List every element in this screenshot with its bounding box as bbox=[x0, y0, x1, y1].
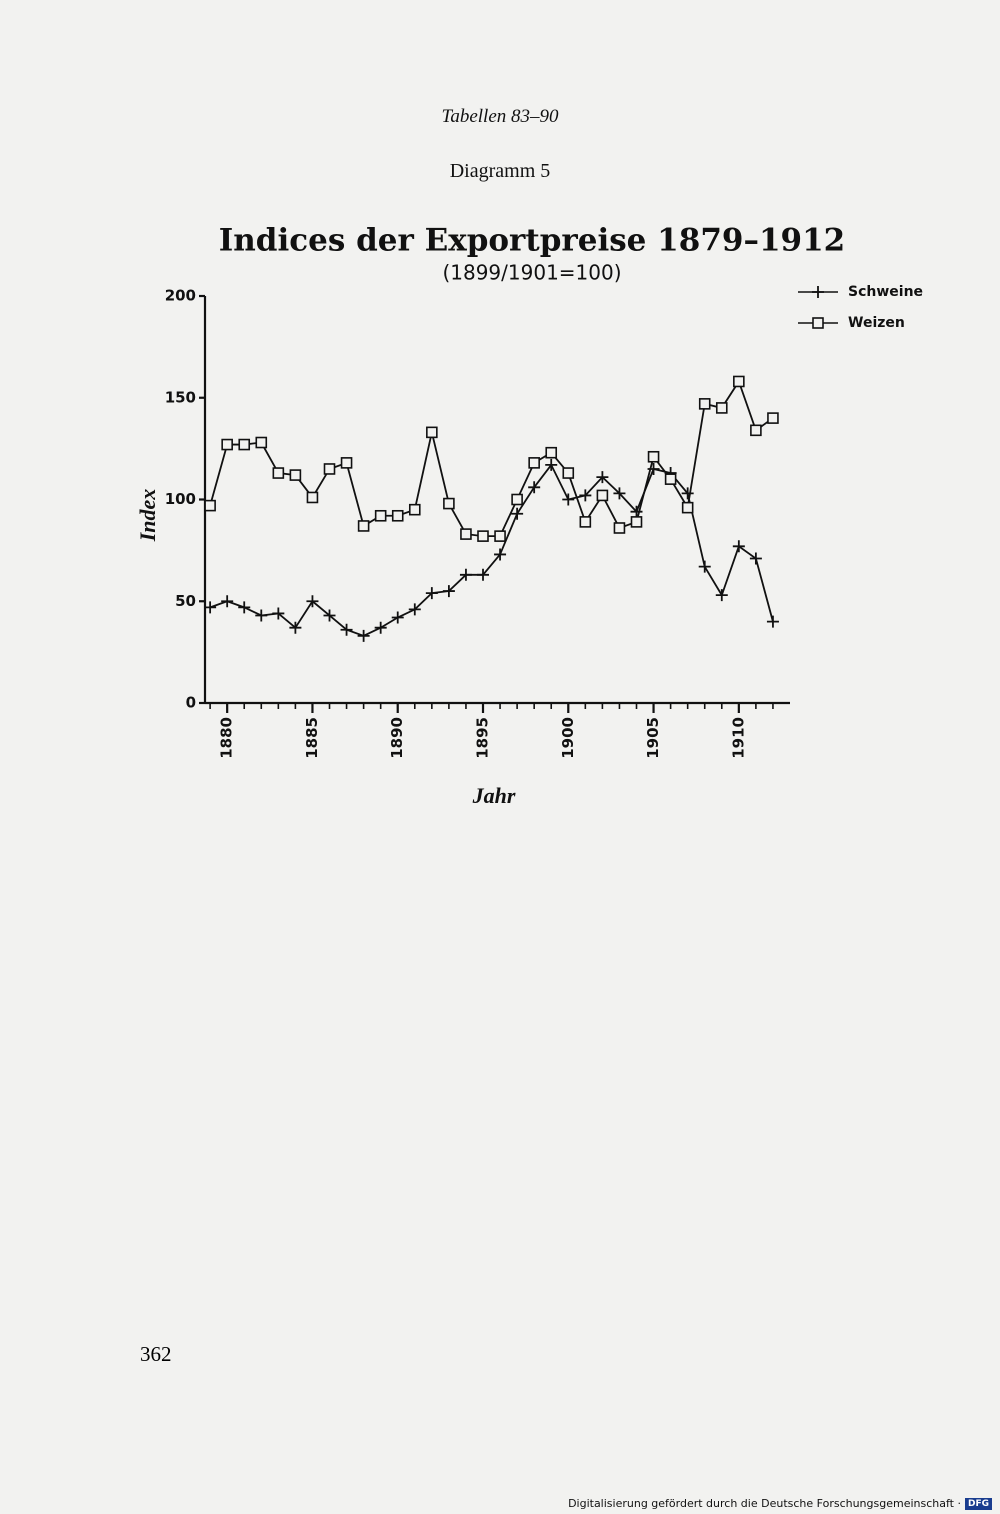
data-point bbox=[511, 507, 524, 520]
y-tick-label: 200 bbox=[165, 287, 196, 305]
data-point bbox=[204, 601, 217, 614]
x-tick-label: 1895 bbox=[474, 717, 492, 759]
data-point bbox=[306, 491, 319, 504]
x-tick-label: 1890 bbox=[388, 717, 406, 759]
chart: Indices der Exportpreise 1879–1912 (1899… bbox=[135, 223, 923, 809]
data-point bbox=[426, 426, 438, 439]
data-point bbox=[613, 522, 626, 534]
data-point bbox=[460, 528, 472, 540]
y-tick-label: 0 bbox=[186, 694, 196, 712]
data-point bbox=[443, 497, 455, 510]
data-point bbox=[562, 467, 575, 479]
data-point bbox=[323, 609, 336, 622]
data-point bbox=[681, 501, 694, 514]
x-tick-label: 1880 bbox=[218, 717, 236, 759]
y-tick-label: 100 bbox=[165, 490, 196, 508]
data-point bbox=[630, 516, 643, 528]
legend-label: Weizen bbox=[848, 315, 905, 331]
data-point bbox=[750, 424, 762, 437]
data-point bbox=[647, 450, 660, 463]
data-point bbox=[767, 412, 779, 424]
data-point bbox=[630, 505, 643, 518]
data-point bbox=[596, 489, 609, 502]
data-point bbox=[579, 516, 592, 528]
chart-title: Indices der Exportpreise 1879–1912 bbox=[219, 223, 846, 259]
data-point bbox=[289, 469, 302, 481]
data-point bbox=[715, 589, 728, 602]
series-line bbox=[209, 379, 774, 538]
data-point bbox=[238, 438, 251, 451]
data-point bbox=[374, 509, 387, 522]
y-axis-label: Index bbox=[135, 489, 160, 543]
data-point bbox=[732, 540, 745, 553]
data-point bbox=[715, 402, 728, 414]
data-point bbox=[425, 587, 438, 600]
data-point bbox=[562, 493, 575, 506]
data-point bbox=[323, 463, 336, 475]
data-point bbox=[528, 457, 540, 469]
data-point bbox=[391, 611, 404, 624]
data-point bbox=[255, 436, 268, 449]
data-point bbox=[272, 467, 285, 479]
data-point bbox=[238, 601, 251, 614]
data-point bbox=[340, 623, 353, 636]
page-number: 362 bbox=[140, 1342, 172, 1366]
data-point bbox=[477, 568, 490, 581]
data-point bbox=[408, 503, 421, 516]
data-point bbox=[596, 471, 609, 484]
data-point bbox=[221, 438, 233, 451]
data-point bbox=[681, 487, 694, 500]
data-point bbox=[511, 493, 523, 506]
data-point bbox=[391, 509, 404, 522]
legend-marker bbox=[812, 286, 824, 298]
x-tick-label: 1905 bbox=[644, 717, 662, 759]
data-point bbox=[733, 375, 745, 388]
data-point bbox=[545, 446, 558, 459]
data-point bbox=[528, 481, 541, 494]
data-point bbox=[494, 530, 506, 542]
data-point bbox=[340, 457, 353, 469]
legend-label: Schweine bbox=[848, 284, 923, 300]
data-point bbox=[306, 595, 319, 608]
data-point bbox=[459, 568, 472, 581]
data-point bbox=[221, 595, 234, 608]
x-axis-label: Jahr bbox=[472, 783, 516, 808]
x-tick-label: 1900 bbox=[559, 717, 577, 759]
data-point bbox=[204, 499, 216, 512]
data-point bbox=[579, 489, 592, 502]
data-point bbox=[698, 398, 711, 410]
data-point bbox=[613, 487, 626, 500]
data-point bbox=[749, 552, 762, 565]
running-head: Tabellen 83–90 bbox=[441, 106, 559, 127]
data-point bbox=[477, 530, 489, 542]
data-point bbox=[357, 520, 370, 532]
chart-subtitle: (1899/1901=100) bbox=[442, 261, 621, 285]
footer: Digitalisierung gefördert durch die Deut… bbox=[568, 1497, 992, 1510]
data-point bbox=[766, 615, 779, 628]
data-point bbox=[494, 548, 507, 561]
diagram-label: Diagramm 5 bbox=[449, 160, 551, 182]
footer-logo: DFG bbox=[964, 1497, 992, 1510]
legend-marker bbox=[812, 317, 824, 329]
series-line bbox=[209, 463, 774, 637]
data-point bbox=[255, 609, 268, 622]
data-point bbox=[664, 473, 677, 485]
data-point bbox=[289, 621, 302, 634]
data-point bbox=[357, 629, 370, 642]
data-point bbox=[545, 458, 558, 471]
data-point bbox=[698, 560, 711, 573]
footer-text: Digitalisierung gefördert durch die Deut… bbox=[568, 1497, 961, 1510]
data-point bbox=[442, 585, 455, 598]
y-tick-label: 150 bbox=[165, 388, 196, 406]
data-point bbox=[408, 603, 421, 616]
x-tick-label: 1910 bbox=[729, 717, 747, 759]
data-point bbox=[272, 607, 285, 620]
data-point bbox=[374, 621, 387, 634]
y-tick-label: 50 bbox=[175, 592, 196, 610]
x-tick-label: 1885 bbox=[303, 717, 321, 759]
